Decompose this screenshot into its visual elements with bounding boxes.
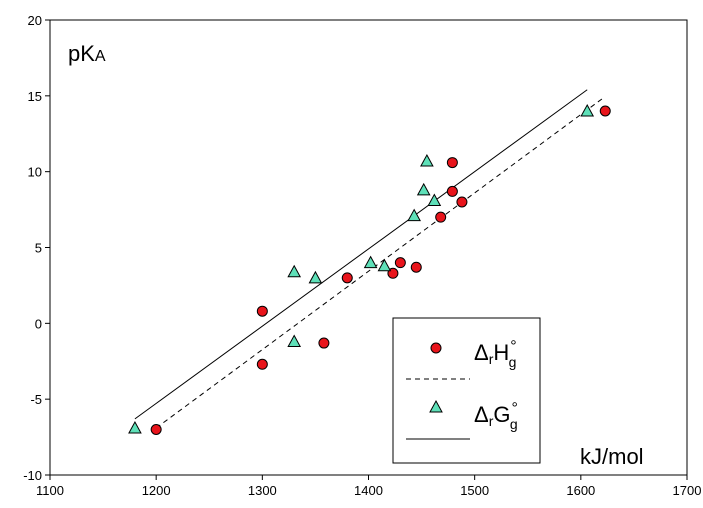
point-gibbs: [287, 334, 302, 348]
x-tick-label: 1300: [248, 483, 277, 498]
y-axis-label: pKA: [68, 41, 106, 66]
x-tick-label: 1600: [566, 483, 595, 498]
y-tick-label: -5: [30, 392, 42, 407]
point-gibbs: [363, 255, 378, 269]
point-enthalpy: [150, 424, 162, 435]
axis-ticks: 1100 1200 1300 1400 1500 1600 1700 -10 -5 0 5 10 15 2…: [23, 13, 701, 498]
point-gibbs: [407, 208, 421, 222]
data-points: [128, 103, 611, 435]
point-enthalpy: [446, 185, 458, 197]
legend-marker-enthalpy: [430, 342, 442, 354]
point-enthalpy: [256, 305, 268, 317]
legend: ΔrH° g ΔrG° g: [392, 317, 541, 464]
legend-box: [392, 317, 541, 464]
x-tick-label: 1400: [354, 483, 383, 498]
point-gibbs: [427, 193, 442, 206]
fit-lines: [134, 89, 603, 429]
y-tick-label: 15: [28, 89, 42, 104]
y-tick-label: 10: [28, 165, 42, 180]
x-tick-label: 1100: [36, 483, 64, 498]
x-tick-label: 1500: [460, 483, 489, 498]
plot-frame: [49, 19, 688, 476]
point-enthalpy: [318, 337, 330, 349]
point-enthalpy: [446, 157, 458, 169]
y-tick-label: 20: [28, 13, 42, 28]
y-tick-label: 5: [35, 241, 42, 256]
point-gibbs: [416, 182, 431, 196]
legend-marker-gibbs: [429, 399, 443, 413]
point-enthalpy: [394, 257, 406, 269]
y-tick-label: 0: [35, 316, 42, 331]
point-enthalpy: [410, 261, 422, 273]
legend-label-gibbs: ΔrG° g: [474, 400, 518, 432]
point-enthalpy: [456, 196, 468, 208]
point-enthalpy: [256, 358, 268, 370]
point-enthalpy: [435, 211, 447, 223]
x-axis-label: kJ/mol: [580, 444, 644, 469]
y-tick-label: -10: [23, 468, 42, 483]
point-gibbs: [308, 270, 323, 284]
point-gibbs: [377, 258, 392, 272]
fit-line-dashed: [155, 98, 603, 429]
point-enthalpy: [599, 105, 611, 117]
x-tick-label: 1200: [142, 483, 171, 498]
point-gibbs: [128, 420, 142, 434]
point-gibbs: [287, 264, 302, 278]
fit-line-solid: [134, 89, 588, 420]
point-enthalpy: [341, 272, 353, 284]
point-gibbs: [580, 103, 595, 117]
legend-label-enthalpy: ΔrH° g: [474, 338, 517, 370]
point-gibbs: [420, 154, 434, 167]
x-tick-label: 1700: [673, 483, 702, 498]
